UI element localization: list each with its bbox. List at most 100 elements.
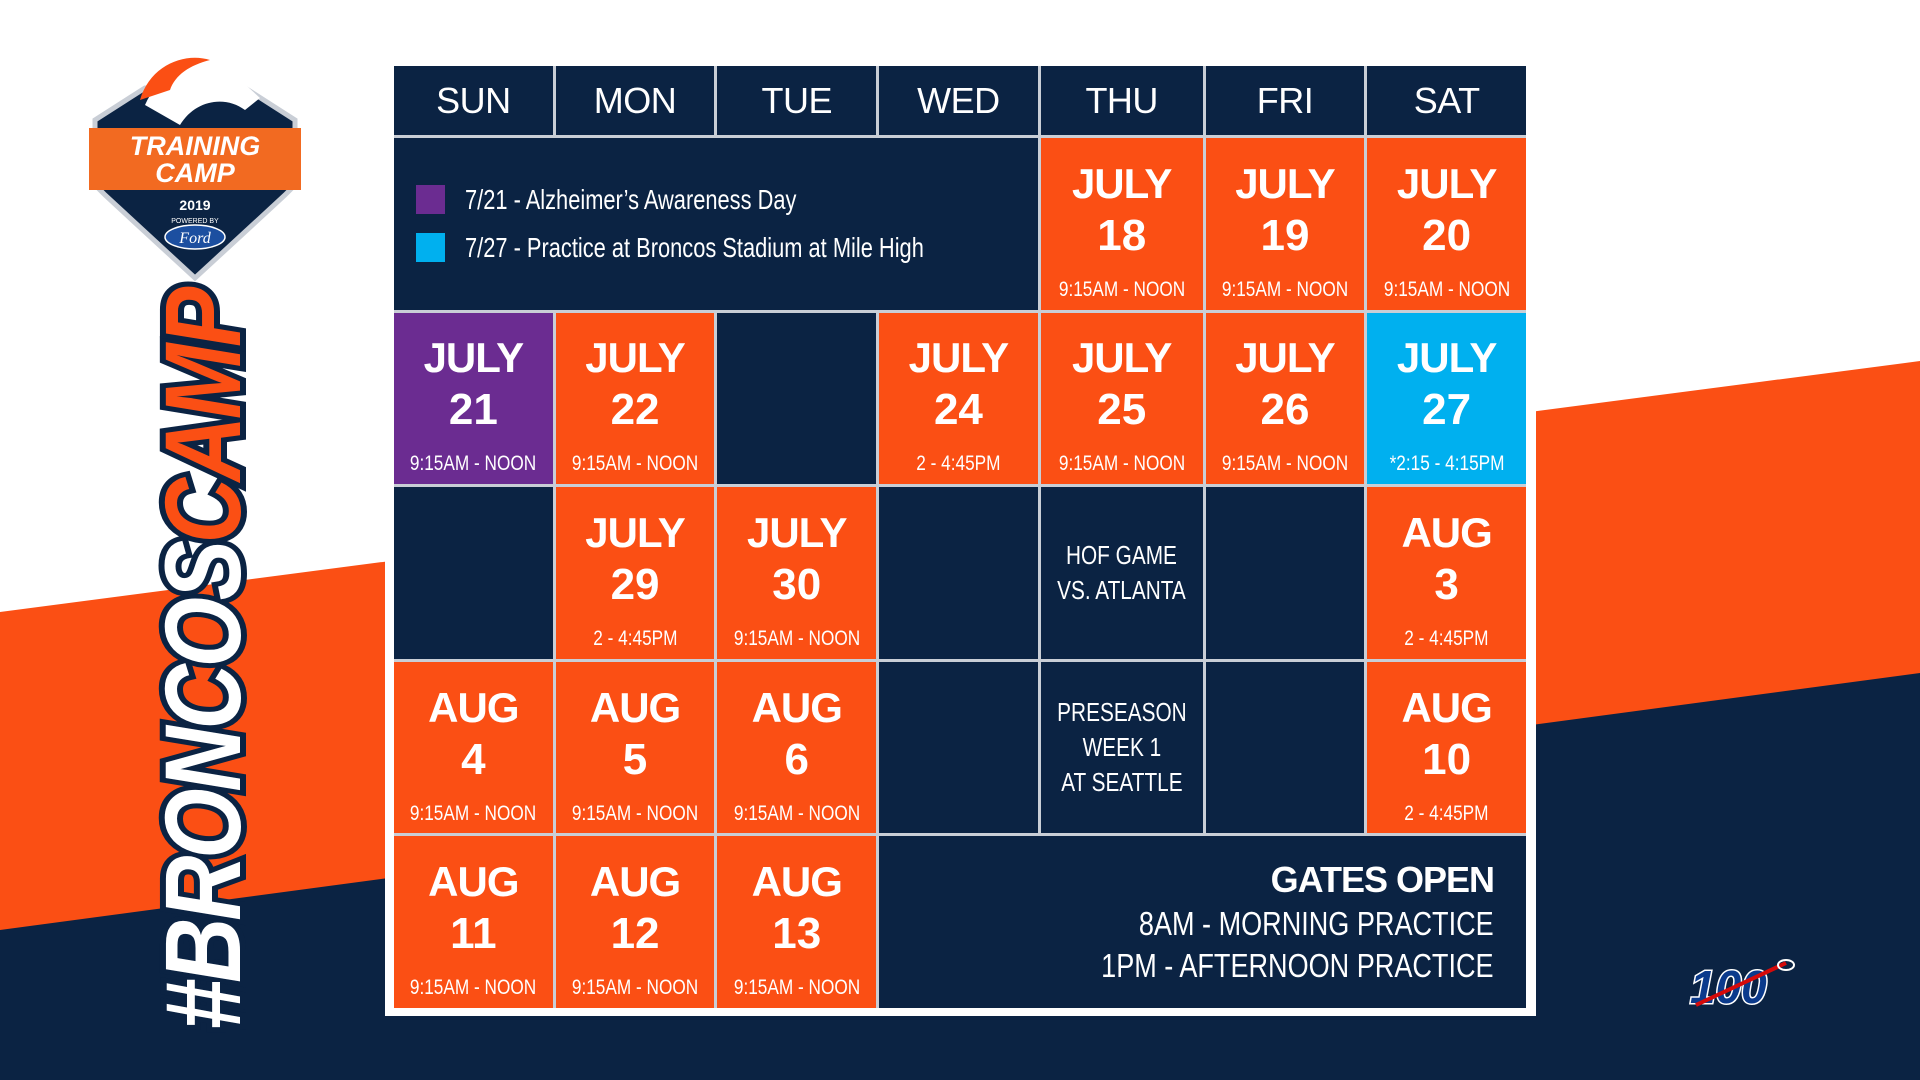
day-number: 24 <box>933 385 983 435</box>
empty-cell <box>879 487 1038 659</box>
month-label: JULY <box>1071 334 1173 382</box>
legend: 7/21 - Alzheimer’s Awareness Day 7/27 - P… <box>394 138 1038 310</box>
day-number: 13 <box>772 909 822 959</box>
month-label: JULY <box>908 334 1010 382</box>
practice-time: 9:15AM - NOON <box>410 801 537 825</box>
day-header-mon: MON <box>555 66 715 135</box>
event-note-line: VS. ATLANTA <box>1057 574 1187 605</box>
day-number: 4 <box>461 734 486 784</box>
calendar-grid: SUN MON TUE WED THU FRI SAT 7/21 - Alzheimer’s … <box>394 66 1526 1008</box>
day-header-fri: FRI <box>1205 66 1365 135</box>
day-header-sat: SAT <box>1367 66 1526 135</box>
practice-time: 2 - 4:45PM <box>1404 626 1489 650</box>
calendar-day-cell: AUG 11 9:15AM - NOON <box>394 836 553 1008</box>
logo-text-camp: CAMP <box>155 158 235 188</box>
event-note: PRESEASON WEEK 1 AT SEATTLE <box>1057 695 1186 800</box>
month-label: JULY <box>746 508 848 556</box>
month-label: AUG <box>428 858 519 906</box>
svg-text:#BRONCOSCAMP: #BRONCOSCAMP <box>142 286 263 1030</box>
legend-text: 7/27 - Practice at Broncos Stadium at Mi… <box>465 231 924 263</box>
month-label: AUG <box>751 683 843 731</box>
calendar-day-cell: AUG 3 2 - 4:45PM <box>1367 487 1526 659</box>
calendar-day-cell: JULY 20 9:15AM - NOON <box>1367 138 1526 310</box>
practice-time: 9:15AM - NOON <box>1058 452 1185 476</box>
logo-powered-by: POWERED BY <box>171 218 219 225</box>
empty-cell <box>394 487 553 659</box>
day-number: 27 <box>1422 385 1472 435</box>
day-number: 5 <box>622 734 648 784</box>
ford-text: Ford <box>178 230 211 247</box>
practice-time: 9:15AM - NOON <box>1221 277 1349 301</box>
gates-afternoon: 1PM - AFTERNOON PRACTICE <box>1101 947 1494 985</box>
legend-item: 7/21 - Alzheimer’s Awareness Day <box>416 184 890 216</box>
practice-time: 9:15AM - NOON <box>410 452 537 476</box>
day-number: 20 <box>1422 210 1472 260</box>
month-label: JULY <box>1396 159 1498 207</box>
bronco-mane-icon <box>140 57 210 100</box>
training-camp-logo: TRAINING CAMP 2019 POWERED BY Ford <box>89 57 301 282</box>
month-label: AUG <box>1401 508 1492 556</box>
hashtag-broncos: #BRONCOS <box>142 541 263 1030</box>
svg-text:100: 100 <box>1690 961 1767 1013</box>
month-label: JULY <box>585 334 686 382</box>
legend-swatch-cyan <box>416 233 445 263</box>
day-number: 18 <box>1097 210 1147 260</box>
practice-time: 9:15AM - NOON <box>733 801 860 825</box>
event-note: HOF GAME VS. ATLANTA <box>1057 538 1186 608</box>
hashtag-broncoscamp: #BRONCOSCAMP <box>140 280 269 1036</box>
day-header-tue: TUE <box>717 66 877 135</box>
day-number: 30 <box>772 559 822 609</box>
month-label: JULY <box>1071 159 1173 207</box>
day-header-sun: SUN <box>394 66 553 135</box>
practice-time: 9:15AM - NOON <box>410 976 537 1000</box>
month-label: JULY <box>1235 159 1336 207</box>
month-label: AUG <box>1401 683 1492 731</box>
month-label: JULY <box>585 508 686 556</box>
month-label: AUG <box>589 858 681 906</box>
practice-time: 9:15AM - NOON <box>733 976 860 1000</box>
event-note-line: AT SEATTLE <box>1061 767 1183 798</box>
gates-open-info: GATES OPEN 8AM - MORNING PRACTICE 1PM - AF… <box>879 836 1526 1008</box>
practice-time: 9:15AM - NOON <box>1058 277 1185 301</box>
day-number: 11 <box>450 909 497 959</box>
legend-swatch-purple <box>416 185 445 215</box>
day-number: 19 <box>1260 210 1310 260</box>
event-note-line: WEEK 1 <box>1082 732 1161 763</box>
gates-morning: 8AM - MORNING PRACTICE <box>1139 905 1494 943</box>
practice-time: 2 - 4:45PM <box>1404 801 1489 825</box>
event-note-line: HOF GAME <box>1066 539 1178 570</box>
practice-time: 2 - 4:45PM <box>916 452 1001 476</box>
month-label: JULY <box>1235 334 1336 382</box>
practice-time: *2:15 - 4:15PM <box>1389 452 1505 476</box>
legend-text: 7/21 - Alzheimer’s Awareness Day <box>465 183 797 215</box>
practice-time: 9:15AM - NOON <box>571 976 699 1000</box>
calendar-day-cell: JULY 30 9:15AM - NOON <box>717 487 877 659</box>
ford-logo-icon <box>164 224 226 250</box>
day-number: 26 <box>1260 385 1310 435</box>
calendar-day-cell: JULY 24 2 - 4:45PM <box>879 312 1038 485</box>
calendar-day-cell: AUG 5 9:15AM - NOON <box>555 661 715 834</box>
calendar-day-cell: JULY 27 *2:15 - 4:15PM <box>1367 312 1526 485</box>
football-icon <box>1777 959 1795 971</box>
calendar-day-cell: JULY 19 9:15AM - NOON <box>1205 138 1365 310</box>
practice-time: 9:15AM - NOON <box>733 626 860 650</box>
calendar-day-cell: AUG 13 9:15AM - NOON <box>717 836 877 1008</box>
legend-item: 7/27 - Practice at Broncos Stadium at Mi… <box>416 232 1053 264</box>
calendar-day-cell: JULY 21 9:15AM - NOON <box>394 312 553 485</box>
day-header-wed: WED <box>879 66 1038 135</box>
month-label: AUG <box>589 683 681 731</box>
practice-time: 9:15AM - NOON <box>571 801 699 825</box>
empty-cell <box>1205 661 1365 834</box>
month-label: AUG <box>428 683 519 731</box>
calendar-day-cell: AUG 6 9:15AM - NOON <box>717 661 877 834</box>
event-note-line: PRESEASON <box>1056 697 1187 728</box>
calendar-day-cell: JULY 22 9:15AM - NOON <box>555 312 715 485</box>
calendar-day-cell: JULY 29 2 - 4:45PM <box>555 487 715 659</box>
empty-cell <box>1205 487 1365 659</box>
event-note-cell: HOF GAME VS. ATLANTA <box>1040 487 1203 659</box>
calendar-day-cell: JULY 25 9:15AM - NOON <box>1040 312 1203 485</box>
month-label: AUG <box>751 858 843 906</box>
hashtag-camp: CAMP <box>142 286 263 544</box>
event-note-cell: PRESEASON WEEK 1 AT SEATTLE <box>1040 661 1203 834</box>
day-number: 12 <box>610 909 660 959</box>
